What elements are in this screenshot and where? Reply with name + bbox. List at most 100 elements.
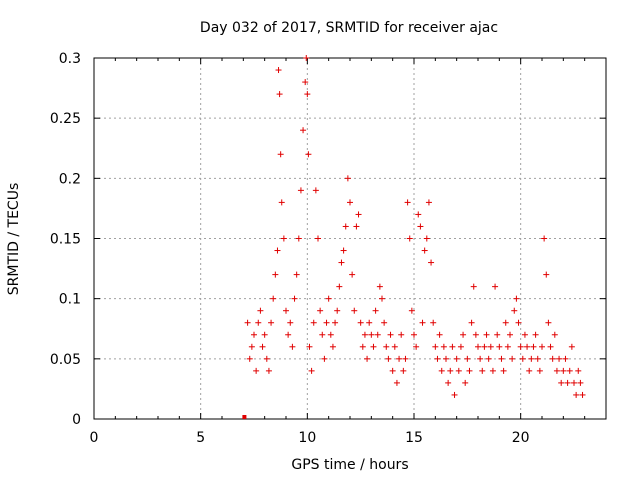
data-point — [457, 343, 464, 350]
data-point — [349, 271, 356, 278]
data-point — [287, 319, 294, 326]
data-point — [253, 367, 260, 374]
data-point — [396, 355, 403, 362]
data-point — [451, 391, 458, 398]
axis-ticks: 0 5 10 15 20 0 0.05 0.1 0.15 0.2 0.25 0.3 — [50, 51, 606, 446]
data-point — [440, 343, 447, 350]
data-point — [575, 367, 582, 374]
data-point — [285, 331, 292, 338]
data-point — [485, 355, 492, 362]
data-point — [530, 343, 537, 350]
data-point — [302, 79, 309, 86]
data-point — [297, 187, 304, 194]
data-point — [364, 355, 371, 362]
x-tick-label: 10 — [298, 430, 316, 446]
data-point — [340, 247, 347, 254]
data-point — [293, 271, 300, 278]
data-point — [317, 307, 324, 314]
data-point — [325, 295, 332, 302]
data-point — [347, 199, 353, 206]
grid — [94, 58, 606, 419]
data-point — [400, 367, 407, 374]
data-point — [372, 307, 379, 314]
data-point — [526, 367, 533, 374]
data-point — [513, 295, 520, 302]
zero-marker — [242, 415, 247, 419]
data-point — [560, 367, 567, 374]
data-point — [270, 295, 277, 302]
data-point — [447, 367, 454, 374]
data-point — [336, 283, 343, 290]
data-point — [500, 367, 507, 374]
data-point — [323, 319, 330, 326]
data-point — [551, 331, 558, 338]
data-point — [398, 331, 405, 338]
data-point — [359, 343, 366, 350]
data-point — [534, 355, 541, 362]
data-point — [425, 199, 432, 206]
data-point — [415, 211, 422, 218]
data-point — [443, 355, 449, 362]
data-point — [532, 331, 539, 338]
y-tick-label: 0 — [72, 412, 81, 428]
data-point — [528, 355, 535, 362]
data-point — [494, 331, 501, 338]
data-point — [579, 391, 586, 398]
data-point — [436, 331, 443, 338]
data-point — [327, 331, 334, 338]
data-point — [393, 379, 400, 386]
data-point — [556, 355, 563, 362]
data-point — [304, 91, 311, 98]
data-point — [553, 367, 560, 374]
data-point — [261, 331, 268, 338]
data-point — [387, 331, 394, 338]
x-tick-label: 0 — [90, 430, 99, 446]
data-point — [558, 379, 565, 386]
data-point — [342, 223, 349, 230]
data-point — [306, 343, 313, 350]
data-point — [566, 367, 573, 374]
data-point — [381, 319, 388, 326]
data-point — [539, 343, 545, 350]
data-point — [573, 391, 580, 398]
data-point — [244, 319, 251, 326]
data-point — [278, 199, 285, 206]
data-point — [344, 175, 351, 182]
data-point — [300, 127, 307, 134]
data-point — [455, 367, 462, 374]
data-point — [272, 271, 279, 278]
data-point — [541, 235, 548, 242]
data-point — [470, 283, 477, 290]
data-point — [315, 235, 321, 242]
data-point — [275, 67, 282, 74]
data-point — [509, 355, 516, 362]
data-point — [366, 319, 373, 326]
data-point — [408, 307, 415, 314]
data-point — [305, 151, 312, 158]
data-point — [246, 355, 253, 362]
data-point — [438, 367, 445, 374]
data-point — [255, 319, 262, 326]
data-point — [419, 319, 426, 326]
data-point — [483, 331, 490, 338]
data-point — [453, 355, 460, 362]
data-point — [430, 319, 437, 326]
data-point — [303, 55, 310, 61]
data-point — [389, 367, 396, 374]
data-point — [428, 259, 435, 266]
data-point — [355, 211, 362, 218]
data-point — [536, 367, 543, 374]
data-point — [276, 91, 283, 98]
data-point — [475, 343, 481, 350]
data-point — [334, 307, 341, 314]
data-point — [521, 331, 528, 338]
data-point — [368, 331, 375, 338]
data-point — [291, 295, 298, 302]
data-point — [383, 343, 390, 350]
data-point — [479, 367, 486, 374]
data-point — [277, 151, 284, 158]
data-point — [524, 343, 531, 350]
x-tick-label: 15 — [405, 430, 423, 446]
data-point — [280, 235, 287, 242]
data-points — [242, 55, 586, 419]
